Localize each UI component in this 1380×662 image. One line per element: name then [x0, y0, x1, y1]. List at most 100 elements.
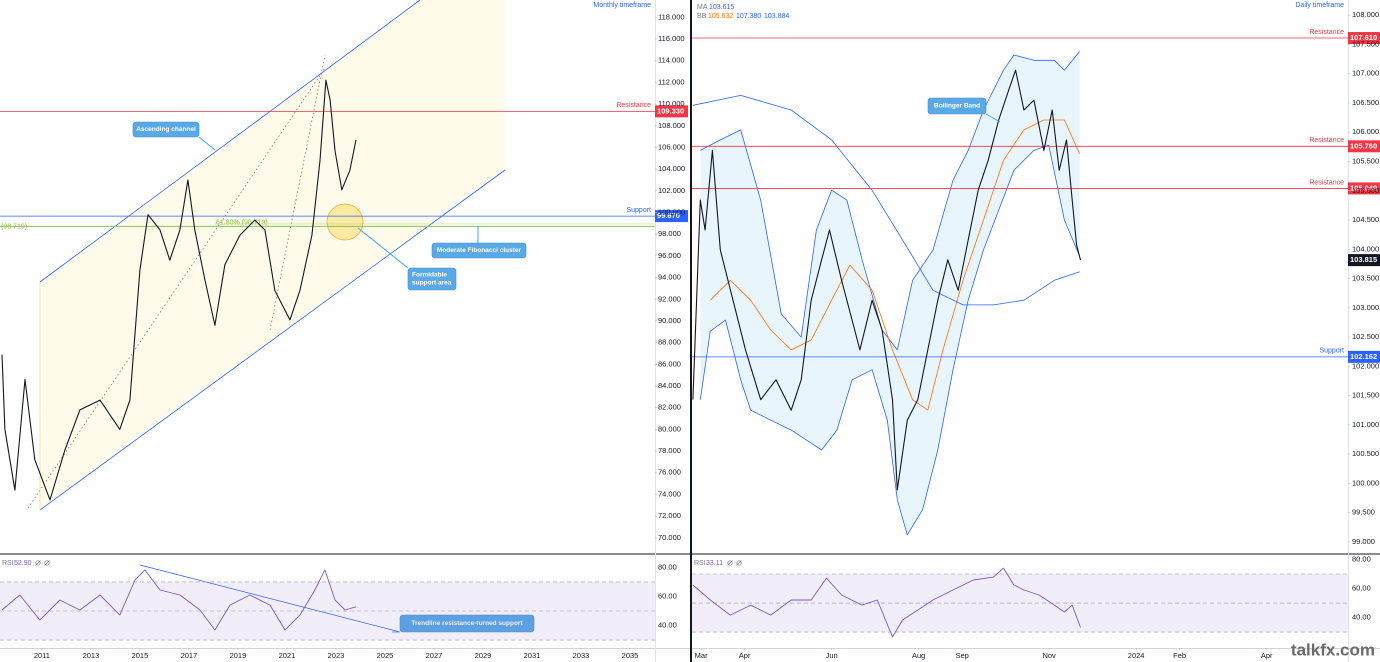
legend-name: MA	[697, 4, 708, 11]
y-tick-label: 76.000	[658, 468, 681, 477]
legend-value: 105.632	[708, 13, 733, 20]
rsi-legend-value: 33.11	[706, 560, 723, 567]
rsi-tick-label: 60.00	[1352, 583, 1371, 592]
y-tick-label: 102.000	[1352, 361, 1379, 370]
rsi-trendline	[139, 564, 401, 633]
rsi-icon	[35, 560, 41, 566]
level-tag-label: 102.162	[1350, 352, 1377, 361]
level-tag-label: 99.670	[657, 211, 680, 220]
price-tag	[1348, 254, 1380, 267]
annotation-text: Moderate Fibonacci cluster	[437, 247, 522, 254]
y-tick-label: 106.000	[658, 142, 685, 151]
rsi-icon	[727, 560, 733, 566]
x-tick-label: 2025	[377, 651, 394, 660]
level-tag	[1348, 32, 1380, 45]
x-tick-label: 2027	[426, 651, 443, 660]
level-name: Resistance	[616, 102, 651, 109]
y-tick-label: 70.000	[658, 533, 681, 542]
annotation-text: Bollinger Band	[934, 103, 980, 110]
annotation-pointer	[198, 136, 216, 151]
x-tick-label: Mar	[695, 651, 708, 660]
rsi-icon	[35, 560, 41, 566]
y-tick-label: 108.000	[1352, 10, 1379, 19]
y-tick-label: 72.000	[658, 511, 681, 520]
bb-upper	[700, 51, 1080, 351]
x-tick-label: Apr	[1261, 651, 1273, 660]
annotation-text: Trendline resistance-turned support	[411, 620, 523, 627]
rsi-tick-label: 40.00	[658, 620, 677, 629]
rsi-icon	[44, 560, 50, 566]
fib-trend	[27, 67, 326, 509]
annotation-box	[927, 97, 987, 115]
annotation-pointer	[985, 113, 1001, 123]
y-tick-label: 105.500	[1352, 156, 1379, 165]
fib-label: 61.80% (98.719)	[216, 219, 268, 226]
y-tick-label: 78.000	[658, 446, 681, 455]
level-tag	[1348, 350, 1380, 363]
x-tick-label: Feb	[1173, 651, 1186, 660]
x-tick-label: 2017	[181, 651, 198, 660]
x-tick-label: 2029	[475, 651, 492, 660]
y-tick-label: 107.000	[1352, 69, 1379, 78]
rsi-line	[1, 569, 357, 631]
y-tick-label: 110.000	[658, 99, 685, 108]
y-tick-label: 100.000	[658, 208, 685, 217]
legend-value: 107.380	[736, 13, 761, 20]
price-tag-label: 103.815	[1350, 255, 1377, 264]
x-tick-label: 2033	[573, 651, 590, 660]
bb-lower	[699, 144, 1080, 536]
level-name: Support	[626, 207, 651, 214]
x-tick-label: 2035	[622, 651, 639, 660]
annotation-box	[407, 267, 457, 291]
y-tick-label: 103.000	[1352, 303, 1379, 312]
level-name: Resistance	[1309, 29, 1344, 36]
annotation-box	[132, 121, 200, 138]
x-tick-label: Nov	[1042, 651, 1056, 660]
rsi-tick-label: 80.00	[1352, 554, 1371, 563]
rsi-tick-label: 80.00	[658, 562, 677, 571]
rsi-legend-name: RSI	[694, 560, 706, 567]
y-tick-label: 114.000	[658, 56, 685, 65]
price-line	[1, 79, 357, 501]
y-tick-label: 101.000	[1352, 420, 1379, 429]
level-tag-label: 107.610	[1350, 33, 1377, 42]
level-tag	[655, 105, 688, 118]
rsi-icon	[736, 560, 742, 566]
y-tick-label: 100.000	[1352, 478, 1379, 487]
price-line	[692, 69, 1082, 491]
y-tick-label: 90.000	[658, 316, 681, 325]
bb-fill	[700, 51, 1080, 535]
level-tag-label: 105.040	[1350, 183, 1377, 192]
level-tag	[655, 210, 688, 223]
annotation-pointer	[357, 227, 409, 269]
annotation-text: support area	[412, 280, 452, 287]
x-tick-label: Jun	[826, 651, 838, 660]
x-tick-label: 2015	[132, 651, 149, 660]
ma-line	[692, 95, 1080, 306]
rsi-icon	[736, 560, 742, 566]
y-tick-label: 118.000	[658, 12, 685, 21]
y-tick-label: 104.500	[1352, 215, 1379, 224]
rsi-line	[692, 567, 1081, 638]
y-tick-label: 103.500	[1352, 274, 1379, 283]
y-tick-label: 94.000	[658, 273, 681, 282]
channel-shade	[40, 0, 505, 510]
level-name: Resistance	[1309, 179, 1344, 186]
x-tick-label: 2019	[230, 651, 247, 660]
level-name: Resistance	[1309, 137, 1344, 144]
fib-trend	[269, 54, 326, 331]
y-tick-label: 102.500	[1352, 332, 1379, 341]
y-tick-label: 116.000	[658, 34, 685, 43]
y-tick-label: 99.500	[1352, 508, 1375, 517]
annotation-text: Ascending channel	[136, 126, 196, 133]
chart-title: Monthly timeframe	[593, 2, 651, 9]
channel-upper	[39, 0, 421, 283]
chart-divider	[690, 0, 692, 662]
rsi-icon	[44, 560, 50, 566]
y-tick-label: 104.000	[658, 164, 685, 173]
rsi-tick-label: 40.00	[1352, 613, 1371, 622]
x-tick-label: Sep	[955, 651, 968, 660]
y-tick-label: 100.500	[1352, 449, 1379, 458]
level-name: Support	[1319, 348, 1344, 355]
